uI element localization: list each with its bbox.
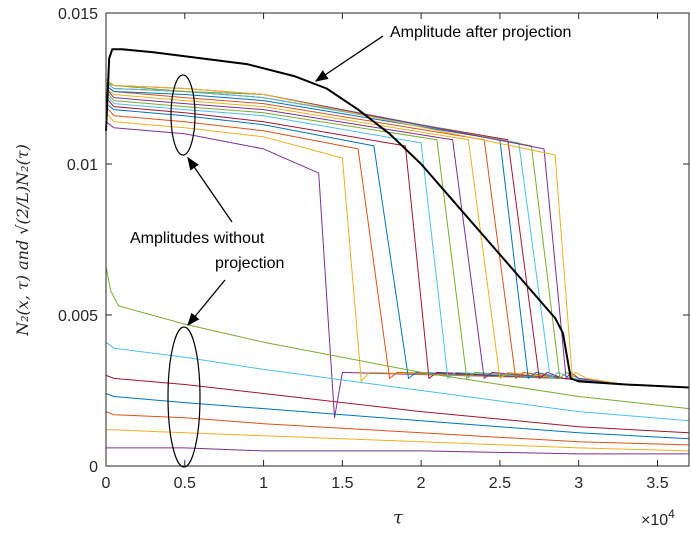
series-line-16 [105,79,690,388]
x-tick-label: 1 [259,475,268,492]
series-line-2 [105,112,690,388]
x-tick-label: 3 [574,475,583,492]
x-tick-label: 3.5 [646,475,668,492]
x-tick-label: 0.5 [174,475,196,492]
y-tick-label: 0.005 [58,308,98,325]
x-tick-label: 2.5 [489,475,511,492]
upper-ellipse-marker [170,74,196,156]
series-line-22 [105,341,690,422]
arrow-after-projection [314,35,384,82]
y-tick-label: 0.01 [67,157,98,174]
arrow-lower-ellipse [187,279,226,327]
annotation-without-projection-line2: projection [215,255,284,272]
arrow-upper-ellipse [187,156,233,223]
series-line-3 [105,106,690,388]
annotation-after-projection: Amplitude after projection [390,24,571,41]
x-tick-label: 0 [102,475,111,492]
x-axis-multiplier: ×104 [641,507,675,529]
series-line-after-projection [105,48,690,389]
series-line-19 [105,411,690,446]
series-line-20 [105,393,690,440]
x-axis-label: τ [393,507,404,528]
series-line-18 [106,429,690,452]
y-tick-label: 0 [89,459,98,476]
x-tick-label: 1.5 [331,475,353,492]
series-line-23 [105,266,690,410]
x-axis-multiplier-exponent: 4 [668,507,675,521]
x-tick-label: 2 [417,475,426,492]
series-line-17 [106,447,689,455]
axis-layer: 0 0.5 1 1.5 2 2.5 3 3.5 0 0.005 0.01 0.015 [58,6,689,492]
lower-ellipse-marker [167,326,201,468]
y-axis-label: N₂(x, τ) and √(2/L)N₂(τ) [13,144,32,337]
series-layer [105,48,690,455]
series-line-13 [105,82,690,388]
y-tick-label: 0.015 [58,6,98,23]
annotation-without-projection-line1: Amplitudes without [130,230,265,247]
plot-frame [105,12,690,467]
series-line-21 [105,374,690,434]
